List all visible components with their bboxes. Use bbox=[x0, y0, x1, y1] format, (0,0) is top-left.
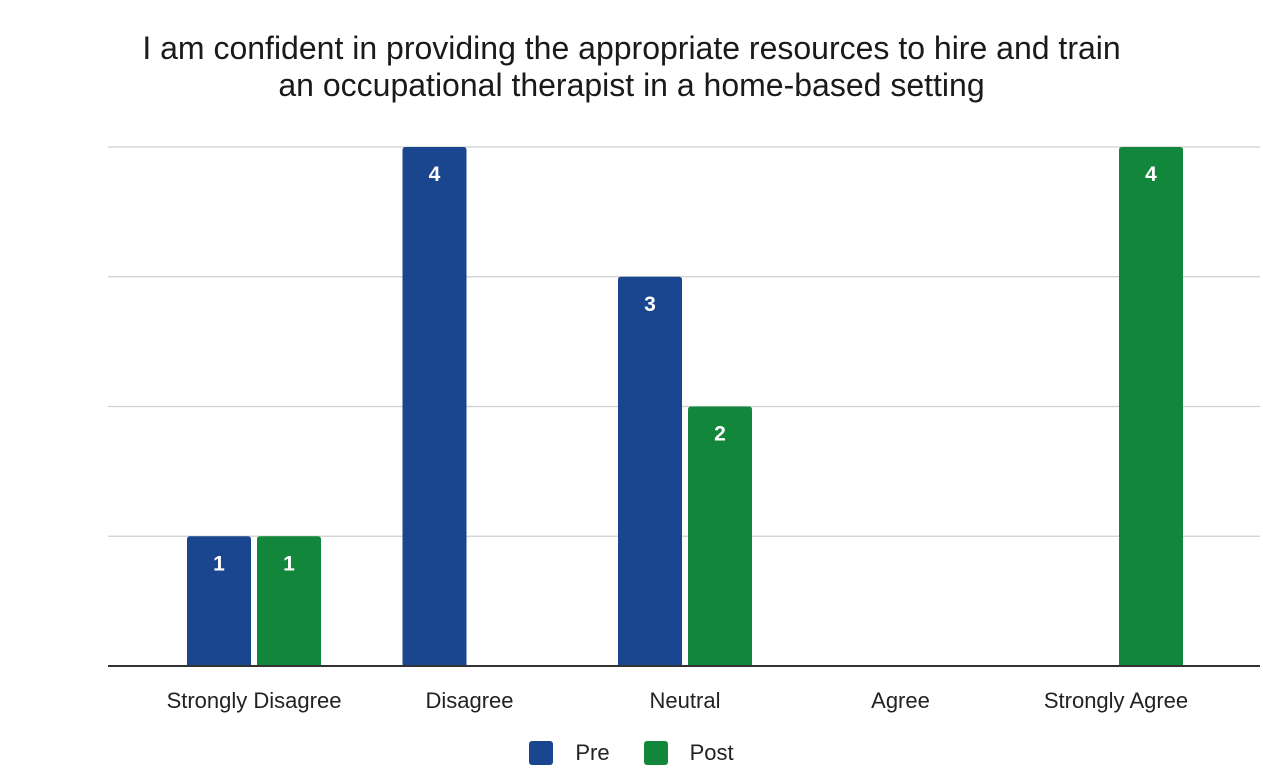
x-tick-label: Strongly Disagree bbox=[167, 688, 342, 713]
data-label-post-strongly-agree: 4 bbox=[1145, 163, 1157, 186]
legend: Pre Post bbox=[0, 740, 1263, 766]
legend-swatch-pre bbox=[529, 741, 554, 765]
chart-title-line-1: I am confident in providing the appropri… bbox=[142, 30, 1121, 66]
data-label-pre-strongly-disagree: 1 bbox=[213, 552, 225, 575]
chart-title-line-2: an occupational therapist in a home-base… bbox=[278, 67, 985, 103]
bar-post-strongly-agree bbox=[1119, 147, 1183, 666]
legend-label-pre: Pre bbox=[575, 740, 610, 765]
bar-pre-disagree bbox=[402, 147, 467, 666]
legend-swatch-post bbox=[643, 741, 668, 765]
data-label-pre-neutral: 3 bbox=[644, 293, 656, 316]
x-tick-label: Strongly Agree bbox=[1044, 688, 1188, 713]
x-tick-label: Disagree bbox=[425, 688, 513, 713]
chart-title: I am confident in providing the appropri… bbox=[0, 30, 1263, 104]
bar-post-strongly-disagree bbox=[257, 536, 321, 666]
legend-item-post: Post bbox=[643, 740, 734, 766]
x-tick-label: Neutral bbox=[650, 688, 721, 713]
legend-item-pre: Pre bbox=[529, 740, 610, 766]
bar-pre-strongly-disagree bbox=[187, 536, 251, 666]
legend-label-post: Post bbox=[689, 740, 734, 765]
bar-pre-neutral bbox=[618, 276, 682, 666]
bar-post-neutral bbox=[688, 406, 752, 666]
x-tick-label: Agree bbox=[871, 688, 930, 713]
data-label-post-strongly-disagree: 1 bbox=[283, 552, 295, 575]
data-label-post-neutral: 2 bbox=[714, 423, 726, 446]
data-label-pre-disagree: 4 bbox=[429, 163, 441, 186]
